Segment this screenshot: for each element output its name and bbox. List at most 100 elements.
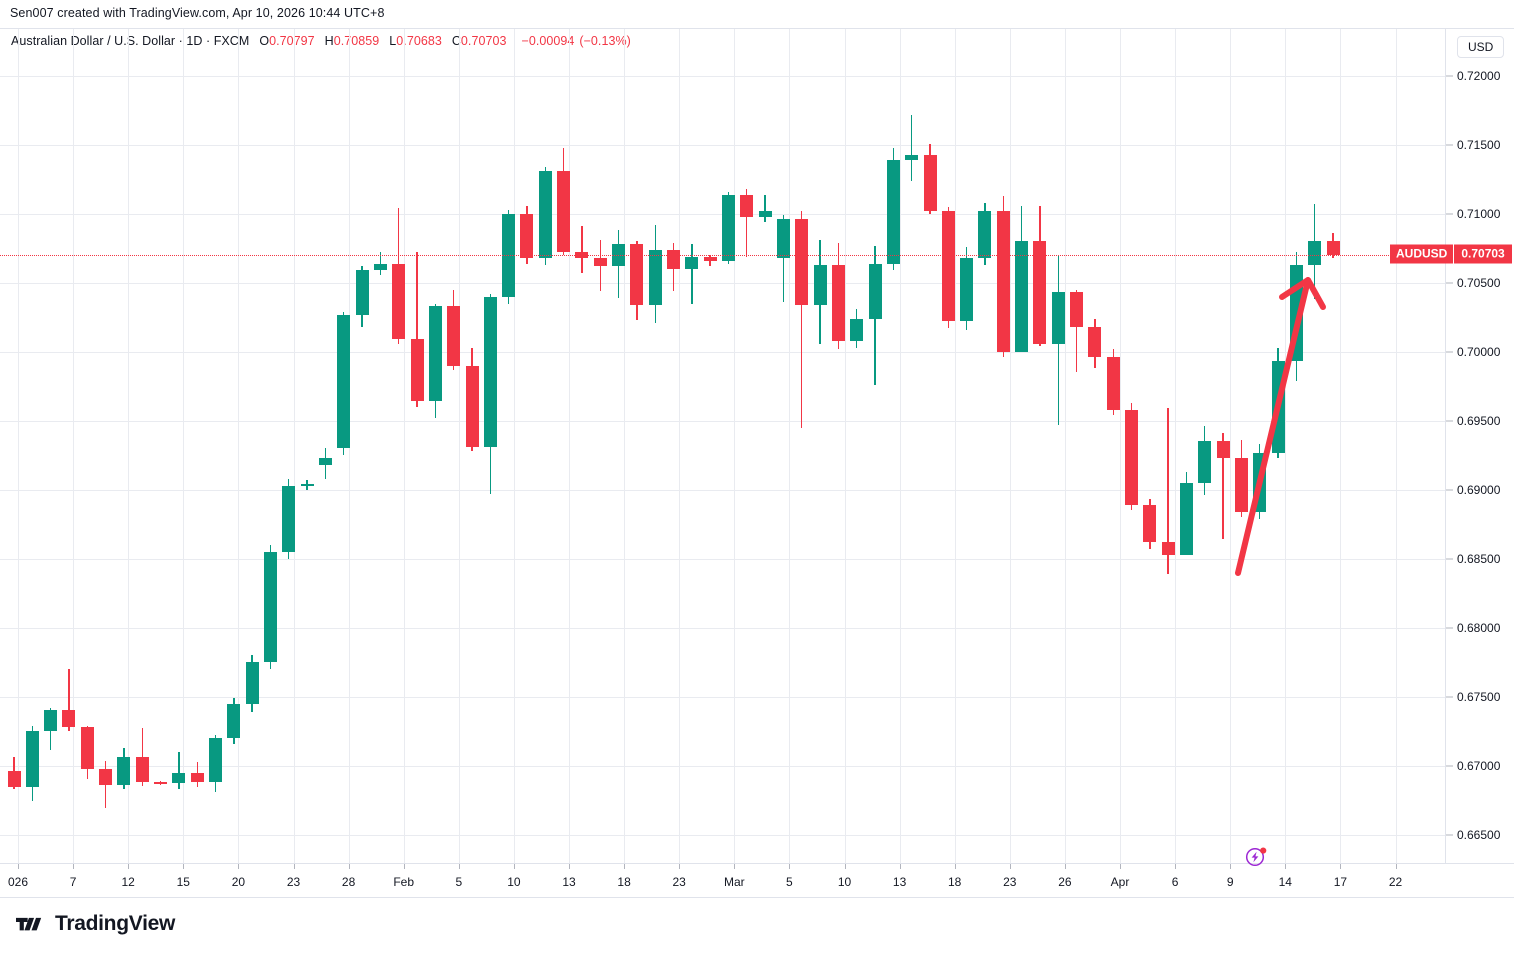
time-tick-dash (624, 864, 626, 869)
candle-wick (746, 189, 748, 257)
legend-high-label: H (324, 34, 334, 48)
price-axis-tick: 0.67000 (1457, 758, 1501, 773)
time-axis-tick: 18 (617, 875, 631, 889)
candle-body (428, 306, 442, 402)
time-tick-dash (1175, 864, 1177, 869)
candle-body (1125, 409, 1139, 505)
candle-body (373, 263, 387, 271)
time-axis-tick: 18 (948, 875, 962, 889)
gridline-vertical (1175, 29, 1177, 863)
gridline-vertical (624, 29, 626, 863)
legend-change-percent: (−0.13%) (579, 34, 631, 48)
price-axis-tick: 0.71500 (1457, 137, 1501, 152)
gridline-horizontal (0, 765, 1445, 767)
time-axis-tick: Apr (1110, 875, 1130, 889)
time-tick-dash (73, 864, 75, 869)
gridline-vertical (293, 29, 295, 863)
gridline-vertical (73, 29, 75, 863)
axis-divider (0, 897, 1514, 898)
candle-body (1308, 241, 1322, 265)
candle-body (1216, 441, 1230, 459)
legend-change-value: −0.00094 (521, 34, 575, 48)
time-tick-dash (458, 864, 460, 869)
current-price-line (0, 254, 1445, 256)
gridline-vertical (403, 29, 405, 863)
time-tick-dash (1395, 864, 1397, 869)
price-axis[interactable]: USD 0.72000 0.71500 0.71000 0.70500 0.70000 0… (1445, 28, 1514, 864)
currency-chip[interactable]: USD (1457, 36, 1505, 58)
time-tick-dash (1340, 864, 1342, 869)
gridline-vertical (1285, 29, 1287, 863)
candle-body (44, 710, 58, 732)
candle-body (172, 773, 186, 783)
candle-body (923, 154, 937, 212)
legend-symbol-text[interactable]: Australian Dollar / U.S. Dollar · 1D · F… (11, 34, 250, 48)
candle-body (1106, 357, 1120, 410)
candle-body (62, 710, 76, 728)
time-axis-tick: 14 (1278, 875, 1292, 889)
candle-body (263, 551, 277, 663)
time-axis-tick: 6 (1171, 875, 1179, 889)
candle-body (483, 296, 497, 447)
candle-wick (141, 728, 143, 786)
candle-body (685, 256, 699, 270)
candle-wick (178, 751, 180, 790)
gridline-vertical (1395, 29, 1397, 863)
gridline-vertical (18, 29, 19, 863)
candle-body (1161, 542, 1175, 555)
candle-body (868, 263, 882, 319)
time-axis-tick: 23 (1003, 875, 1017, 889)
time-tick-dash (899, 864, 901, 869)
gridline-vertical (1064, 29, 1066, 863)
candle-body (886, 160, 900, 264)
candle-body (776, 219, 790, 258)
candle-body (795, 219, 809, 305)
legend-open-value: 0.70797 (269, 34, 315, 48)
candle-body (1143, 504, 1157, 543)
time-axis-tick: 10 (507, 875, 521, 889)
candle-body (831, 264, 845, 341)
time-axis-tick: 26 (1058, 875, 1072, 889)
current-price-badge[interactable]: AUDUSD 0.70703 (1390, 244, 1512, 264)
tradingview-logo-icon (16, 917, 42, 930)
tradingview-wordmark: TradingView (55, 912, 176, 935)
candle-wick (782, 215, 785, 303)
candle-wick (1222, 433, 1224, 540)
time-axis-tick: Feb (393, 875, 415, 889)
time-axis-tick: 28 (341, 875, 356, 889)
candle-body (282, 485, 296, 552)
price-axis-tick: 0.68000 (1457, 620, 1501, 635)
candle-body (209, 738, 223, 783)
candle-body (1179, 482, 1193, 555)
price-tick-dash (1446, 144, 1453, 146)
time-tick-dash (954, 864, 956, 869)
time-axis-tick: 7 (69, 875, 77, 889)
candle-body (1271, 361, 1285, 453)
candle-body (557, 171, 571, 253)
lightning-bolt-icon[interactable] (1245, 846, 1267, 868)
price-axis-tick: 0.70500 (1457, 275, 1501, 290)
price-axis-tick: 0.67500 (1457, 689, 1501, 704)
price-tick-dash (1446, 420, 1453, 422)
price-axis-tick: 0.68500 (1457, 551, 1501, 566)
candle-body (1033, 241, 1047, 344)
gridline-vertical (1120, 29, 1121, 863)
time-axis-tick: 5 (786, 875, 793, 889)
candle-body (318, 458, 332, 465)
price-tick-dash (1446, 489, 1453, 491)
candle-body (227, 703, 241, 739)
time-axis-tick: 10 (837, 875, 852, 889)
time-axis-tick: 12 (121, 875, 135, 889)
price-tick-dash (1446, 351, 1453, 353)
candle-body (1326, 241, 1340, 255)
chart-plot-area[interactable] (0, 28, 1445, 864)
price-axis-tick: 0.69500 (1457, 413, 1501, 428)
candle-body (1070, 292, 1084, 327)
candle-wick (691, 244, 693, 304)
gridline-horizontal (0, 351, 1445, 353)
time-axis[interactable]: 026 7 12 15 20 23 28 Feb 5 10 13 18 23 Mar 5 10 13 18 23 26… (0, 864, 1445, 897)
candle-body (355, 270, 369, 315)
legend-low-label: L (389, 34, 397, 48)
time-axis-tick: 22 (1388, 875, 1403, 889)
price-tick-dash (1446, 213, 1453, 215)
